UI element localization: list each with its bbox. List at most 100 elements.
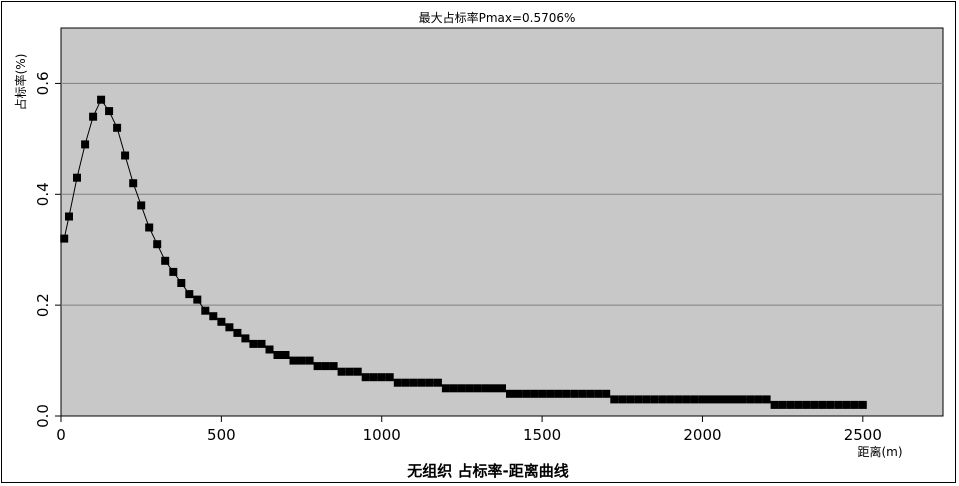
data-point xyxy=(770,400,779,409)
data-point xyxy=(89,112,98,121)
data-point xyxy=(554,389,563,398)
data-point xyxy=(465,384,474,393)
data-point xyxy=(818,400,827,409)
x-tick-label: 0 xyxy=(56,426,66,444)
data-point xyxy=(257,339,266,348)
data-point xyxy=(698,395,707,404)
data-point xyxy=(73,173,81,182)
data-point xyxy=(674,395,683,404)
data-point xyxy=(834,400,843,409)
y-tick-label: 0.0 xyxy=(34,404,52,428)
data-point xyxy=(738,395,747,404)
data-point xyxy=(217,317,226,326)
chart-caption: 无组织 占标率-距离曲线 xyxy=(406,462,568,480)
data-point xyxy=(457,384,466,393)
data-point xyxy=(329,362,338,371)
data-point xyxy=(730,395,739,404)
data-point xyxy=(449,384,458,393)
data-point xyxy=(586,389,595,398)
data-point xyxy=(361,373,370,382)
data-point xyxy=(722,395,731,404)
grid-lines xyxy=(61,82,943,306)
data-point xyxy=(578,389,587,398)
data-point xyxy=(97,95,106,104)
data-point xyxy=(714,395,723,404)
data-point xyxy=(682,395,691,404)
data-point xyxy=(337,367,346,376)
data-point xyxy=(249,339,258,348)
data-point xyxy=(482,384,490,393)
data-point xyxy=(425,378,434,387)
data-point xyxy=(313,362,322,371)
data-point xyxy=(281,351,290,359)
data-point xyxy=(233,328,242,337)
y-tick-label: 0.2 xyxy=(34,293,52,317)
data-point xyxy=(289,356,298,365)
chart-title: 最大占标率Pmax=0.5706% xyxy=(419,10,576,25)
data-point xyxy=(393,378,402,387)
data-point xyxy=(506,389,514,398)
data-point xyxy=(121,151,130,160)
data-point xyxy=(137,201,146,210)
data-point xyxy=(570,389,579,398)
data-point xyxy=(850,400,859,409)
data-point xyxy=(634,395,643,404)
plot-area xyxy=(60,27,944,417)
data-point xyxy=(417,378,426,387)
data-point xyxy=(297,356,306,365)
data-point xyxy=(530,389,539,398)
data-point xyxy=(602,389,611,398)
data-point xyxy=(786,400,795,409)
data-point xyxy=(618,395,627,404)
data-point xyxy=(65,212,73,221)
data-point xyxy=(409,378,418,387)
data-point xyxy=(826,400,835,409)
data-point xyxy=(666,395,675,404)
data-point xyxy=(522,389,531,398)
data-point xyxy=(185,290,194,299)
y-tick-label: 0.6 xyxy=(34,71,52,95)
data-point xyxy=(514,389,522,398)
data-point xyxy=(225,323,234,332)
data-series xyxy=(60,95,867,409)
y-axis-label: 占标率(%) xyxy=(13,54,28,111)
x-tick-label: 500 xyxy=(207,426,236,444)
data-point xyxy=(746,395,755,404)
data-point xyxy=(345,367,354,376)
data-point xyxy=(594,389,603,398)
data-point xyxy=(490,384,498,393)
x-axis-label: 距离(m) xyxy=(857,444,902,459)
data-point xyxy=(401,378,410,387)
data-point xyxy=(385,373,394,382)
x-tick-label: 1500 xyxy=(523,426,561,444)
data-point xyxy=(60,234,69,243)
data-point xyxy=(377,373,386,382)
x-tick-label: 2500 xyxy=(844,426,882,444)
data-point xyxy=(265,345,274,354)
data-point xyxy=(546,389,555,398)
data-point xyxy=(81,140,90,149)
data-point xyxy=(810,400,819,409)
y-tick-label: 0.4 xyxy=(34,182,52,206)
data-point xyxy=(754,395,763,404)
data-point xyxy=(169,267,178,276)
data-point xyxy=(369,373,378,382)
data-point xyxy=(706,395,715,404)
x-tick-label: 2000 xyxy=(683,426,721,444)
data-point xyxy=(145,223,154,232)
x-tick-label: 1000 xyxy=(363,426,401,444)
data-point xyxy=(305,356,314,365)
data-point xyxy=(762,395,771,404)
data-point xyxy=(778,400,787,409)
data-point xyxy=(161,256,170,265)
data-point xyxy=(193,295,202,304)
data-point xyxy=(626,395,635,404)
data-point xyxy=(473,384,482,393)
data-point xyxy=(113,123,122,132)
data-point xyxy=(177,279,186,287)
y-axis-ticks: 0.0 0.2 0.4 0.6 xyxy=(34,71,61,428)
data-point xyxy=(610,395,619,404)
data-point xyxy=(273,351,282,359)
data-point xyxy=(642,395,651,404)
